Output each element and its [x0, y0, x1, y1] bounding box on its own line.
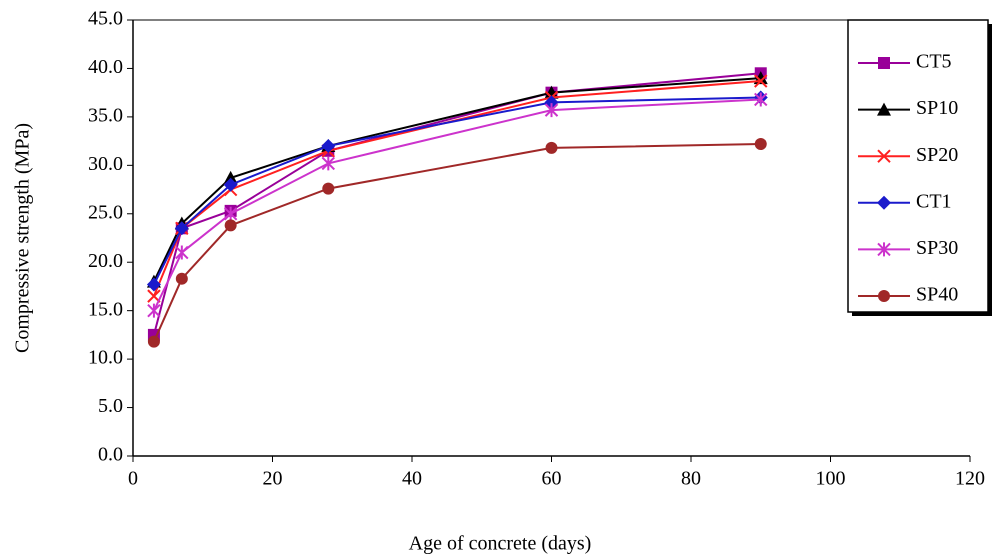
legend-label: SP40: [916, 284, 958, 306]
page: Age of concrete (days) Compressive stren…: [0, 0, 994, 558]
x-tick-label: 100: [816, 468, 846, 490]
legend-marker: [878, 57, 890, 69]
series-line: [154, 99, 761, 310]
y-tick-label: 10.0: [88, 347, 123, 369]
legend-label: SP20: [916, 144, 958, 166]
x-tick-label: 60: [542, 468, 562, 490]
legend-label: CT5: [916, 51, 952, 73]
marker: [546, 142, 558, 154]
y-tick-label: 5.0: [98, 395, 123, 417]
x-tick-label: 120: [955, 468, 985, 490]
marker: [755, 138, 767, 150]
y-tick-label: 45.0: [88, 8, 123, 30]
y-axis-title: Compressive strength (MPa): [12, 123, 34, 353]
marker: [225, 219, 237, 231]
y-tick-label: 30.0: [88, 153, 123, 175]
marker: [148, 336, 160, 348]
x-tick-label: 0: [128, 468, 138, 490]
x-tick-label: 20: [263, 468, 283, 490]
legend-marker: [878, 290, 890, 302]
x-axis-title: Age of concrete (days): [409, 533, 592, 555]
x-tick-label: 80: [681, 468, 701, 490]
chart: Age of concrete (days) Compressive stren…: [0, 0, 994, 558]
y-tick-label: 35.0: [88, 104, 123, 126]
legend-label: SP10: [916, 97, 958, 119]
y-tick-label: 15.0: [88, 298, 123, 320]
series-line: [154, 73, 761, 335]
marker: [322, 183, 334, 195]
series-line: [154, 98, 761, 285]
x-tick-label: 40: [402, 468, 422, 490]
marker: [176, 246, 188, 260]
y-tick-label: 20.0: [88, 250, 123, 272]
legend-label: CT1: [916, 190, 952, 212]
marker: [147, 278, 161, 292]
legend-label: SP30: [916, 237, 958, 259]
y-tick-label: 25.0: [88, 201, 123, 223]
y-tick-label: 0.0: [98, 444, 123, 466]
marker: [148, 304, 160, 318]
marker: [176, 273, 188, 285]
y-tick-label: 40.0: [88, 56, 123, 78]
series-line: [154, 81, 761, 296]
